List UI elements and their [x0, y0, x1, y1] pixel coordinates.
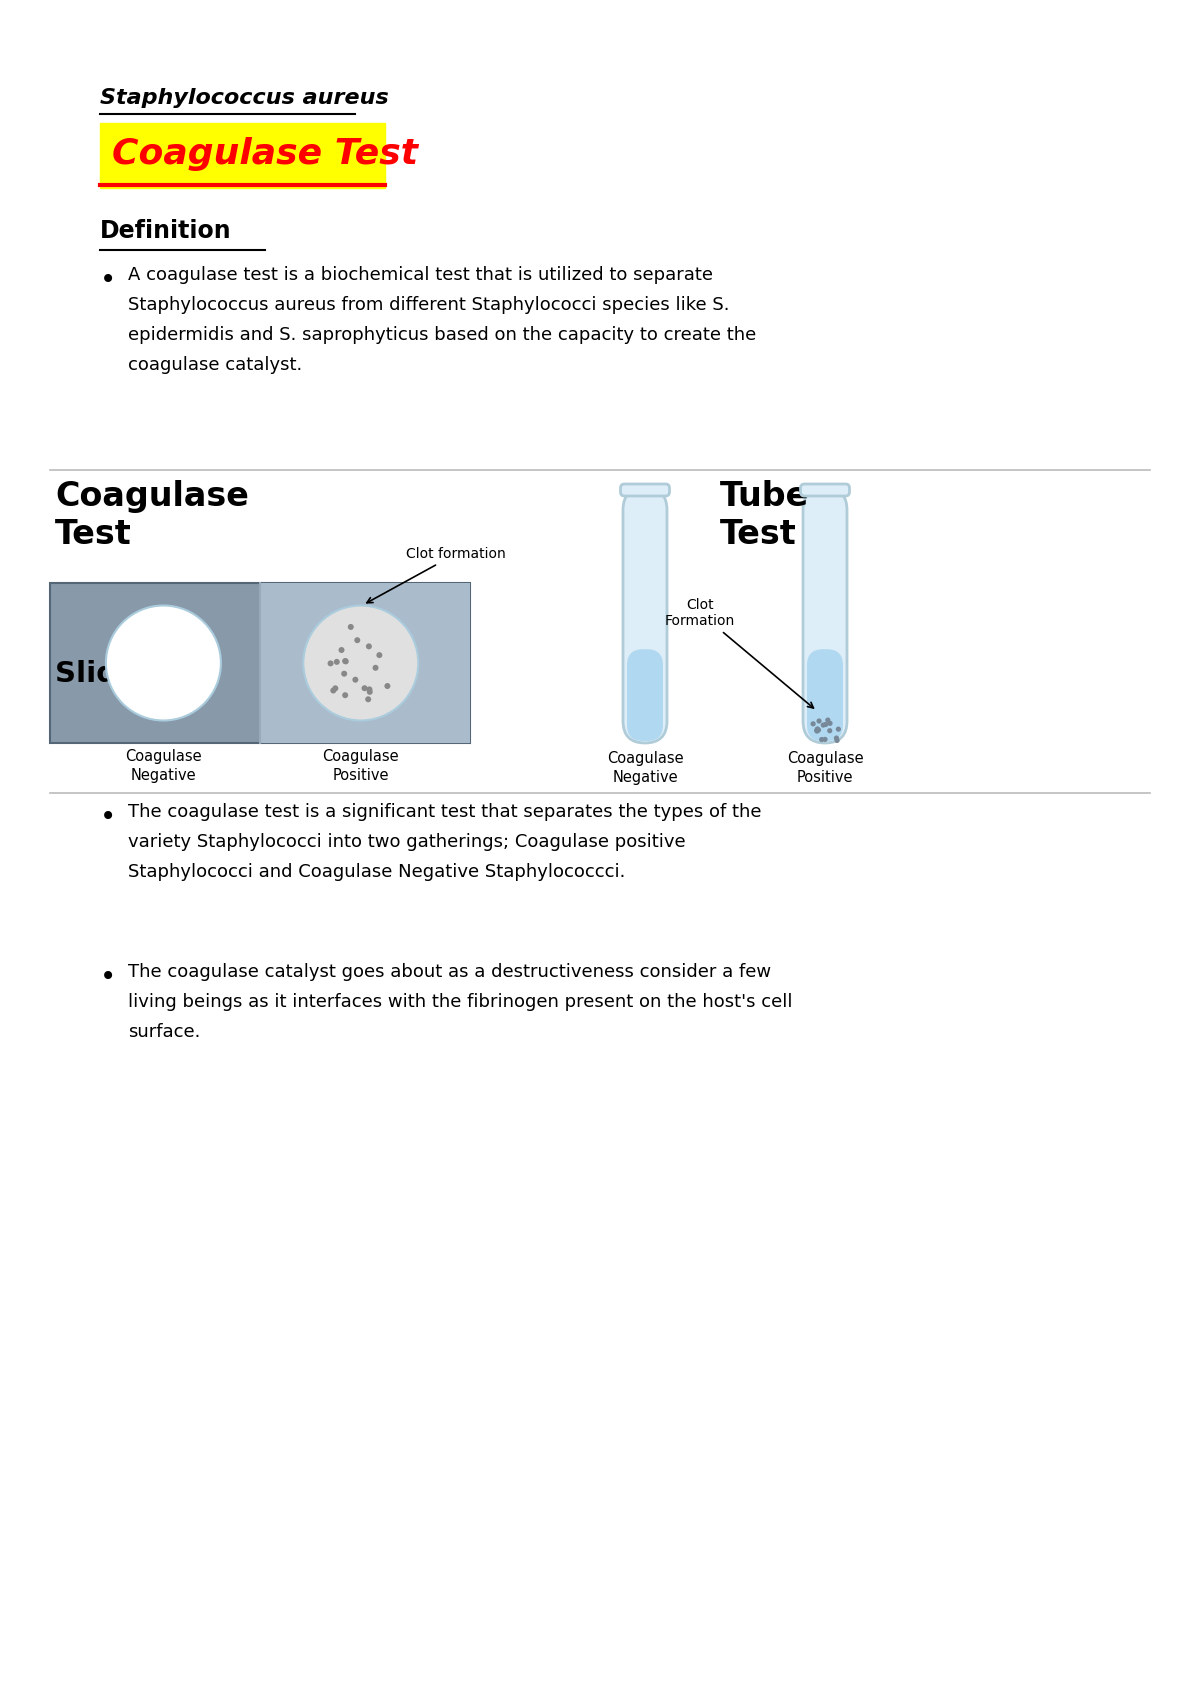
Circle shape: [815, 728, 820, 734]
Circle shape: [353, 678, 359, 683]
FancyBboxPatch shape: [100, 122, 385, 188]
Circle shape: [341, 671, 347, 678]
FancyBboxPatch shape: [628, 649, 664, 740]
Text: Staphylococcus aureus: Staphylococcus aureus: [100, 88, 389, 109]
Circle shape: [342, 693, 348, 698]
Text: Clot
Formation: Clot Formation: [665, 598, 814, 708]
Ellipse shape: [304, 606, 419, 720]
FancyBboxPatch shape: [50, 582, 470, 744]
Circle shape: [814, 728, 820, 734]
Circle shape: [334, 659, 340, 666]
Circle shape: [372, 666, 378, 671]
Circle shape: [834, 735, 839, 740]
Circle shape: [826, 718, 830, 723]
Circle shape: [338, 647, 344, 654]
Text: Coagulase
Negative: Coagulase Negative: [607, 751, 683, 784]
Text: The coagulase catalyst goes about as a destructiveness consider a few
living bei: The coagulase catalyst goes about as a d…: [128, 963, 792, 1041]
Circle shape: [815, 727, 820, 732]
Text: Coagulase
Positive: Coagulase Positive: [787, 751, 863, 784]
Text: Coagulase
Positive: Coagulase Positive: [323, 749, 400, 783]
Circle shape: [827, 728, 833, 734]
Circle shape: [354, 637, 360, 644]
Circle shape: [367, 689, 373, 694]
Text: Clot formation: Clot formation: [367, 547, 505, 603]
FancyBboxPatch shape: [620, 484, 670, 496]
Text: Definition: Definition: [100, 219, 232, 243]
Circle shape: [816, 718, 822, 723]
Circle shape: [343, 659, 349, 664]
Circle shape: [330, 688, 336, 693]
Circle shape: [342, 659, 348, 664]
Text: Coagulase
Test: Coagulase Test: [55, 481, 248, 552]
FancyBboxPatch shape: [800, 484, 850, 496]
Circle shape: [834, 739, 840, 744]
Circle shape: [365, 696, 371, 703]
Text: Coagulase Test: Coagulase Test: [112, 138, 418, 171]
Circle shape: [828, 720, 833, 727]
FancyBboxPatch shape: [623, 487, 667, 744]
Circle shape: [821, 722, 826, 728]
Circle shape: [816, 727, 821, 732]
Circle shape: [377, 652, 383, 659]
Text: •: •: [100, 267, 116, 294]
Circle shape: [366, 686, 372, 693]
Circle shape: [361, 686, 367, 691]
Circle shape: [810, 722, 816, 727]
FancyBboxPatch shape: [806, 649, 842, 740]
Circle shape: [835, 727, 841, 732]
Circle shape: [820, 737, 824, 742]
Text: •: •: [100, 963, 116, 992]
Text: Coagulase
Negative: Coagulase Negative: [125, 749, 202, 783]
Circle shape: [822, 737, 828, 742]
Circle shape: [348, 623, 354, 630]
Text: Slide Test: Slide Test: [55, 661, 214, 688]
Circle shape: [332, 686, 338, 691]
Circle shape: [823, 722, 828, 727]
Circle shape: [366, 644, 372, 649]
Circle shape: [384, 683, 390, 689]
Text: The coagulase test is a significant test that separates the types of the
variety: The coagulase test is a significant test…: [128, 803, 762, 881]
FancyBboxPatch shape: [260, 582, 470, 744]
Text: •: •: [100, 803, 116, 830]
Text: Tube
Test: Tube Test: [720, 481, 809, 552]
FancyBboxPatch shape: [803, 487, 847, 744]
Text: A coagulase test is a biochemical test that is utilized to separate
Staphylococc: A coagulase test is a biochemical test t…: [128, 267, 756, 374]
Ellipse shape: [106, 606, 221, 720]
Circle shape: [328, 661, 334, 666]
